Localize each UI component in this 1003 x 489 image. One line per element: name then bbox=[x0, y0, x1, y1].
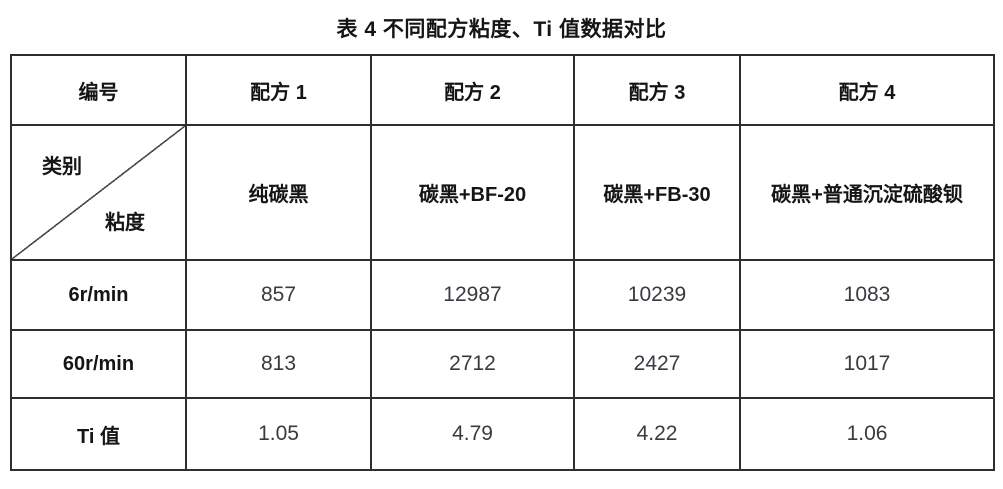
category-cell-formula-4: 碳黑+普通沉淀硫酸钡 bbox=[739, 124, 995, 261]
diagonal-label-viscosity: 粘度 bbox=[105, 212, 145, 234]
header-cell-formula-2: 配方 2 bbox=[370, 54, 575, 126]
row-label-ti-value: Ti 值 bbox=[10, 397, 187, 471]
category-cell-formula-1: 纯碳黑 bbox=[185, 124, 372, 261]
value-cell: 2427 bbox=[573, 329, 741, 399]
header-cell-formula-4: 配方 4 bbox=[739, 54, 995, 126]
value-cell: 12987 bbox=[370, 259, 575, 331]
value-cell: 813 bbox=[185, 329, 372, 399]
row-label-60rmin: 60r/min bbox=[10, 329, 187, 399]
value-cell: 857 bbox=[185, 259, 372, 331]
header-cell-id: 编号 bbox=[10, 54, 187, 126]
header-cell-formula-1: 配方 1 bbox=[185, 54, 372, 126]
table-row-ti-value: Ti 值 1.05 4.79 4.22 1.06 bbox=[10, 397, 995, 471]
table-row-60rmin: 60r/min 813 2712 2427 1017 bbox=[10, 329, 995, 399]
category-cell-formula-2: 碳黑+BF-20 bbox=[370, 124, 575, 261]
value-cell: 1.05 bbox=[185, 397, 372, 471]
header-cell-formula-3: 配方 3 bbox=[573, 54, 741, 126]
diagonal-split-header-cell: 类别 粘度 bbox=[10, 124, 187, 261]
value-cell: 4.22 bbox=[573, 397, 741, 471]
value-cell: 1.06 bbox=[739, 397, 995, 471]
table-header-row: 编号 配方 1 配方 2 配方 3 配方 4 bbox=[10, 54, 995, 126]
table-title: 表 4 不同配方粘度、Ti 值数据对比 bbox=[336, 18, 667, 41]
category-cell-formula-3: 碳黑+FB-30 bbox=[573, 124, 741, 261]
data-table: 编号 配方 1 配方 2 配方 3 配方 4 类别 粘度 纯碳黑 碳黑+BF-2… bbox=[10, 54, 995, 471]
table-row-6rmin: 6r/min 857 12987 10239 1083 bbox=[10, 259, 995, 331]
diagonal-label-category: 类别 bbox=[42, 156, 82, 178]
row-label-6rmin: 6r/min bbox=[10, 259, 187, 331]
value-cell: 1083 bbox=[739, 259, 995, 331]
value-cell: 10239 bbox=[573, 259, 741, 331]
value-cell: 4.79 bbox=[370, 397, 575, 471]
value-cell: 1017 bbox=[739, 329, 995, 399]
category-row: 类别 粘度 纯碳黑 碳黑+BF-20 碳黑+FB-30 碳黑+普通沉淀硫酸钡 bbox=[10, 124, 995, 261]
value-cell: 2712 bbox=[370, 329, 575, 399]
